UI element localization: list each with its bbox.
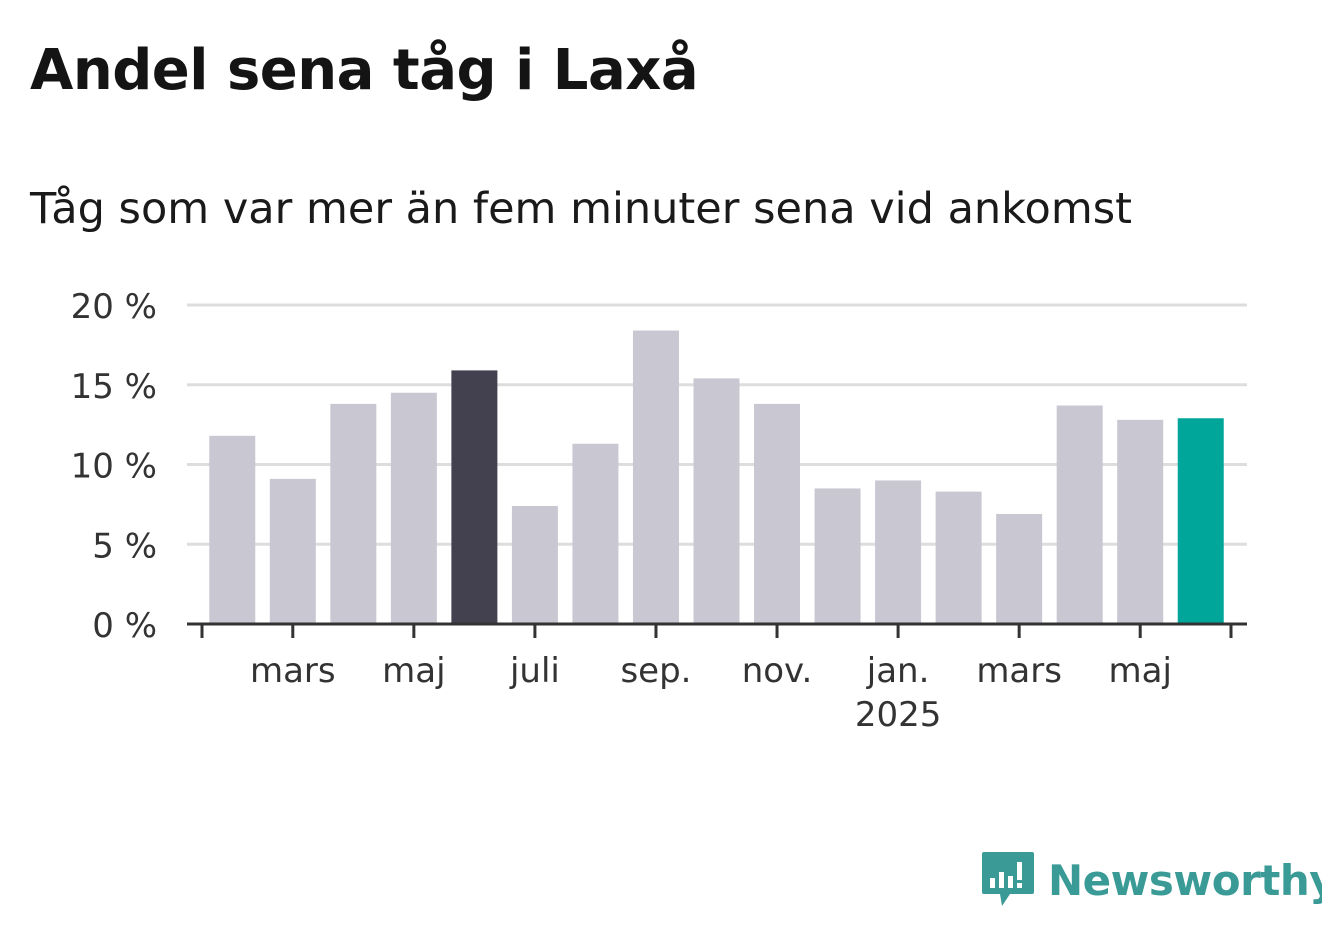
bar-2024-09 bbox=[632, 330, 679, 624]
bar-2024-05 bbox=[390, 392, 437, 624]
y-axis-ticks: 0 % 5 % 10 % 15 % 20 % bbox=[71, 287, 157, 646]
x-tick-label: mars bbox=[976, 651, 1062, 691]
newsworthy-logo: Newsworthy bbox=[980, 850, 1322, 910]
x-tick-label: mars bbox=[250, 651, 336, 691]
bar-2025-04 bbox=[1056, 405, 1103, 624]
newsworthy-logo-icon bbox=[982, 852, 1034, 906]
y-tick-label: 15 % bbox=[71, 367, 157, 407]
bar-2025-05 bbox=[1117, 419, 1164, 624]
bar-2024-08 bbox=[572, 443, 619, 624]
bar-2024-06 bbox=[451, 370, 498, 624]
chart-title: Andel sena tåg i Laxå bbox=[30, 38, 699, 103]
x-tick-sublabel: 2025 bbox=[855, 695, 942, 735]
bar-2024-04 bbox=[330, 403, 377, 624]
x-axis-ticks: mars maj juli sep. nov. jan.2025 mars maj bbox=[250, 624, 1172, 735]
x-tick-label: juli bbox=[509, 651, 560, 691]
bar-2024-02 bbox=[209, 435, 256, 624]
y-tick-label: 0 % bbox=[92, 606, 157, 646]
x-tick-label: jan. bbox=[866, 651, 930, 691]
x-tick-label: nov. bbox=[742, 651, 813, 691]
bar-2024-07 bbox=[511, 505, 558, 624]
x-tick-label: sep. bbox=[620, 651, 691, 691]
y-tick-label: 5 % bbox=[92, 526, 157, 566]
x-tick-label: maj bbox=[1109, 651, 1172, 691]
bar-2024-03 bbox=[269, 478, 316, 624]
bar-2025-02 bbox=[935, 491, 982, 624]
y-tick-label: 10 % bbox=[71, 447, 157, 487]
bar-2025-03 bbox=[996, 513, 1043, 624]
bar-2025-06 bbox=[1177, 418, 1224, 624]
bar-2025-01 bbox=[875, 480, 922, 624]
brand-name: Newsworthy bbox=[1048, 855, 1322, 905]
bar-2024-11 bbox=[754, 403, 801, 624]
bar-2024-12 bbox=[814, 488, 861, 624]
y-tick-label: 20 % bbox=[71, 287, 157, 327]
bar-2024-10 bbox=[693, 378, 740, 624]
chart-subtitle: Tåg som var mer än fem minuter sena vid … bbox=[30, 184, 1133, 234]
x-axis bbox=[187, 622, 1247, 638]
x-tick-label: maj bbox=[382, 651, 445, 691]
bars bbox=[209, 330, 1224, 624]
